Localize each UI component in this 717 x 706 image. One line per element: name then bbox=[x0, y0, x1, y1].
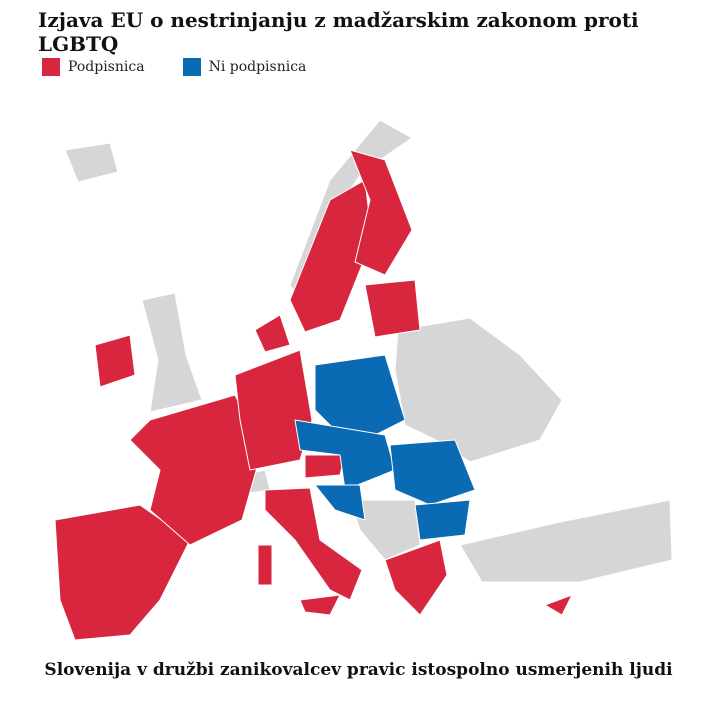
legend-label: Ni podpisnica bbox=[208, 59, 307, 75]
legend-swatch bbox=[42, 58, 60, 76]
region bbox=[234, 349, 313, 471]
legend-label: Podpisnica bbox=[68, 59, 145, 75]
region bbox=[314, 484, 366, 521]
region bbox=[364, 279, 421, 338]
legend-item: Ni podpisnica bbox=[182, 58, 307, 76]
region bbox=[384, 539, 448, 616]
region bbox=[257, 544, 273, 586]
region bbox=[349, 149, 413, 276]
region bbox=[544, 594, 573, 616]
region bbox=[94, 334, 136, 388]
caption: Slovenija v družbi zanikovalcev pravic i… bbox=[44, 660, 673, 680]
legend-swatch bbox=[182, 58, 201, 76]
region bbox=[264, 487, 363, 601]
region bbox=[254, 314, 291, 353]
region bbox=[299, 594, 341, 616]
region bbox=[349, 499, 421, 561]
legend-item: Podpisnica bbox=[42, 58, 145, 76]
region bbox=[314, 354, 406, 436]
region bbox=[389, 439, 476, 506]
title: Izjava EU o nestrinjanju z madžarskim za… bbox=[38, 8, 639, 56]
legend: Podpisnica Ni podpisnica bbox=[42, 58, 306, 76]
region bbox=[414, 499, 471, 541]
region bbox=[459, 499, 673, 583]
region bbox=[394, 317, 563, 463]
region bbox=[64, 142, 119, 183]
region bbox=[304, 454, 346, 479]
region bbox=[141, 292, 203, 413]
region bbox=[54, 504, 191, 641]
map bbox=[54, 119, 673, 641]
